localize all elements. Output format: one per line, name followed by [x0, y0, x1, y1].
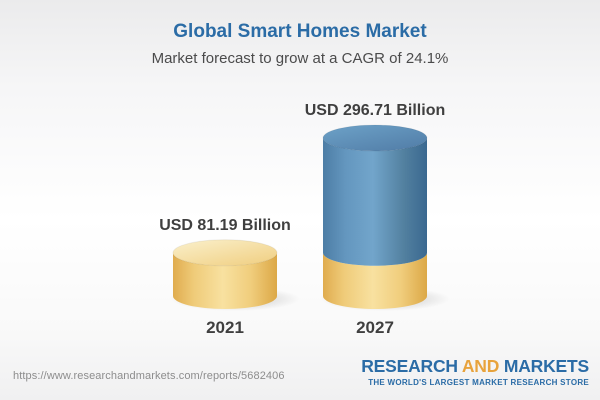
cylinder-bar-chart: USD 81.19 Billion USD 296.71 Billion — [0, 86, 600, 346]
logo-tagline: THE WORLD'S LARGEST MARKET RESEARCH STOR… — [368, 377, 589, 387]
chart-title: Global Smart Homes Market — [173, 21, 427, 42]
value-label-2027: USD 296.71 Billion — [304, 102, 446, 119]
cylinder-top-2021 — [172, 239, 278, 267]
research-and-markets-logo: RESEARCH AND MARKETS THE WORLD'S LARGEST… — [361, 356, 589, 387]
cylinder-segment-gold — [323, 252, 427, 309]
logo-word-and: AND — [461, 356, 500, 376]
cylinder-chart-canvas — [170, 124, 450, 311]
value-label-2021: USD 81.19 Billion — [159, 216, 291, 234]
x-axis-label-2027: 2027 — [356, 318, 394, 337]
logo-wordmark: RESEARCH AND MARKETS — [361, 356, 589, 376]
chart-subtitle: Market forecast to grow at a CAGR of 24.… — [151, 50, 449, 67]
cylinder-2021 — [170, 239, 300, 311]
cylinder-segment-gold — [173, 252, 277, 309]
logo-word-markets: MARKETS — [503, 356, 589, 376]
cylinder-segment-blue — [323, 138, 427, 266]
header: Global Smart Homes Market Market forecas… — [0, 0, 600, 67]
report-url-link[interactable]: https://www.researchandmarkets.com/repor… — [13, 370, 285, 382]
cylinder-2027 — [320, 124, 450, 311]
x-axis-label-2021: 2021 — [206, 318, 244, 337]
logo-word-research: RESEARCH — [361, 356, 458, 376]
cylinder-top-2027 — [322, 124, 428, 152]
